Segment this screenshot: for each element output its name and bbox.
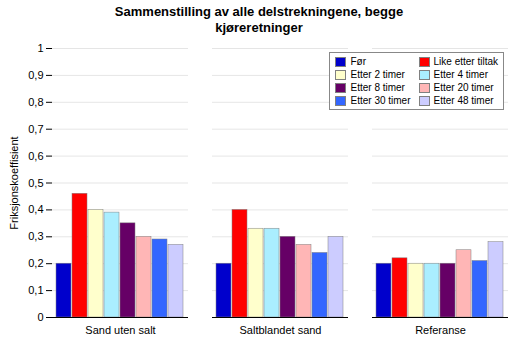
svg-text:0,1: 0,1 bbox=[28, 284, 43, 296]
html-text:Like etter tiltak: Like etter tiltak bbox=[433, 56, 498, 67]
html-text:Etter 4 timer: Etter 4 timer bbox=[433, 69, 488, 80]
html-text:Etter 30 timer: Etter 30 timer bbox=[350, 95, 411, 106]
html-text:Sammenstilling av alle delstre: Sammenstilling av alle delstrekningene, … bbox=[114, 4, 404, 35]
svg-text:1: 1 bbox=[37, 42, 43, 54]
svg-text:0,9: 0,9 bbox=[28, 69, 43, 81]
svg-text:0,3: 0,3 bbox=[28, 230, 43, 242]
html-text:Etter 8 timer: Etter 8 timer bbox=[350, 82, 405, 93]
html-text:Etter 20 timer: Etter 20 timer bbox=[433, 82, 494, 93]
svg-text:Referanse: Referanse bbox=[415, 324, 466, 336]
svg-text:0,5: 0,5 bbox=[28, 177, 43, 189]
svg-text:Saltblandet sand: Saltblandet sand bbox=[240, 324, 322, 336]
svg-text:Sand uten salt: Sand uten salt bbox=[85, 324, 155, 336]
svg-text:Friksjonskoeffisient: Friksjonskoeffisient bbox=[8, 136, 20, 229]
svg-text:0: 0 bbox=[37, 311, 43, 323]
html-text:Etter 2 timer: Etter 2 timer bbox=[350, 69, 405, 80]
html-text:Etter 48 timer: Etter 48 timer bbox=[433, 95, 494, 106]
svg-text:0,8: 0,8 bbox=[28, 96, 43, 108]
svg-text:0,6: 0,6 bbox=[28, 150, 43, 162]
svg-text:0,4: 0,4 bbox=[28, 203, 43, 215]
svg-text:0,2: 0,2 bbox=[28, 257, 43, 269]
svg-text:0,7: 0,7 bbox=[28, 123, 43, 135]
html-text:Før: Før bbox=[350, 56, 366, 67]
